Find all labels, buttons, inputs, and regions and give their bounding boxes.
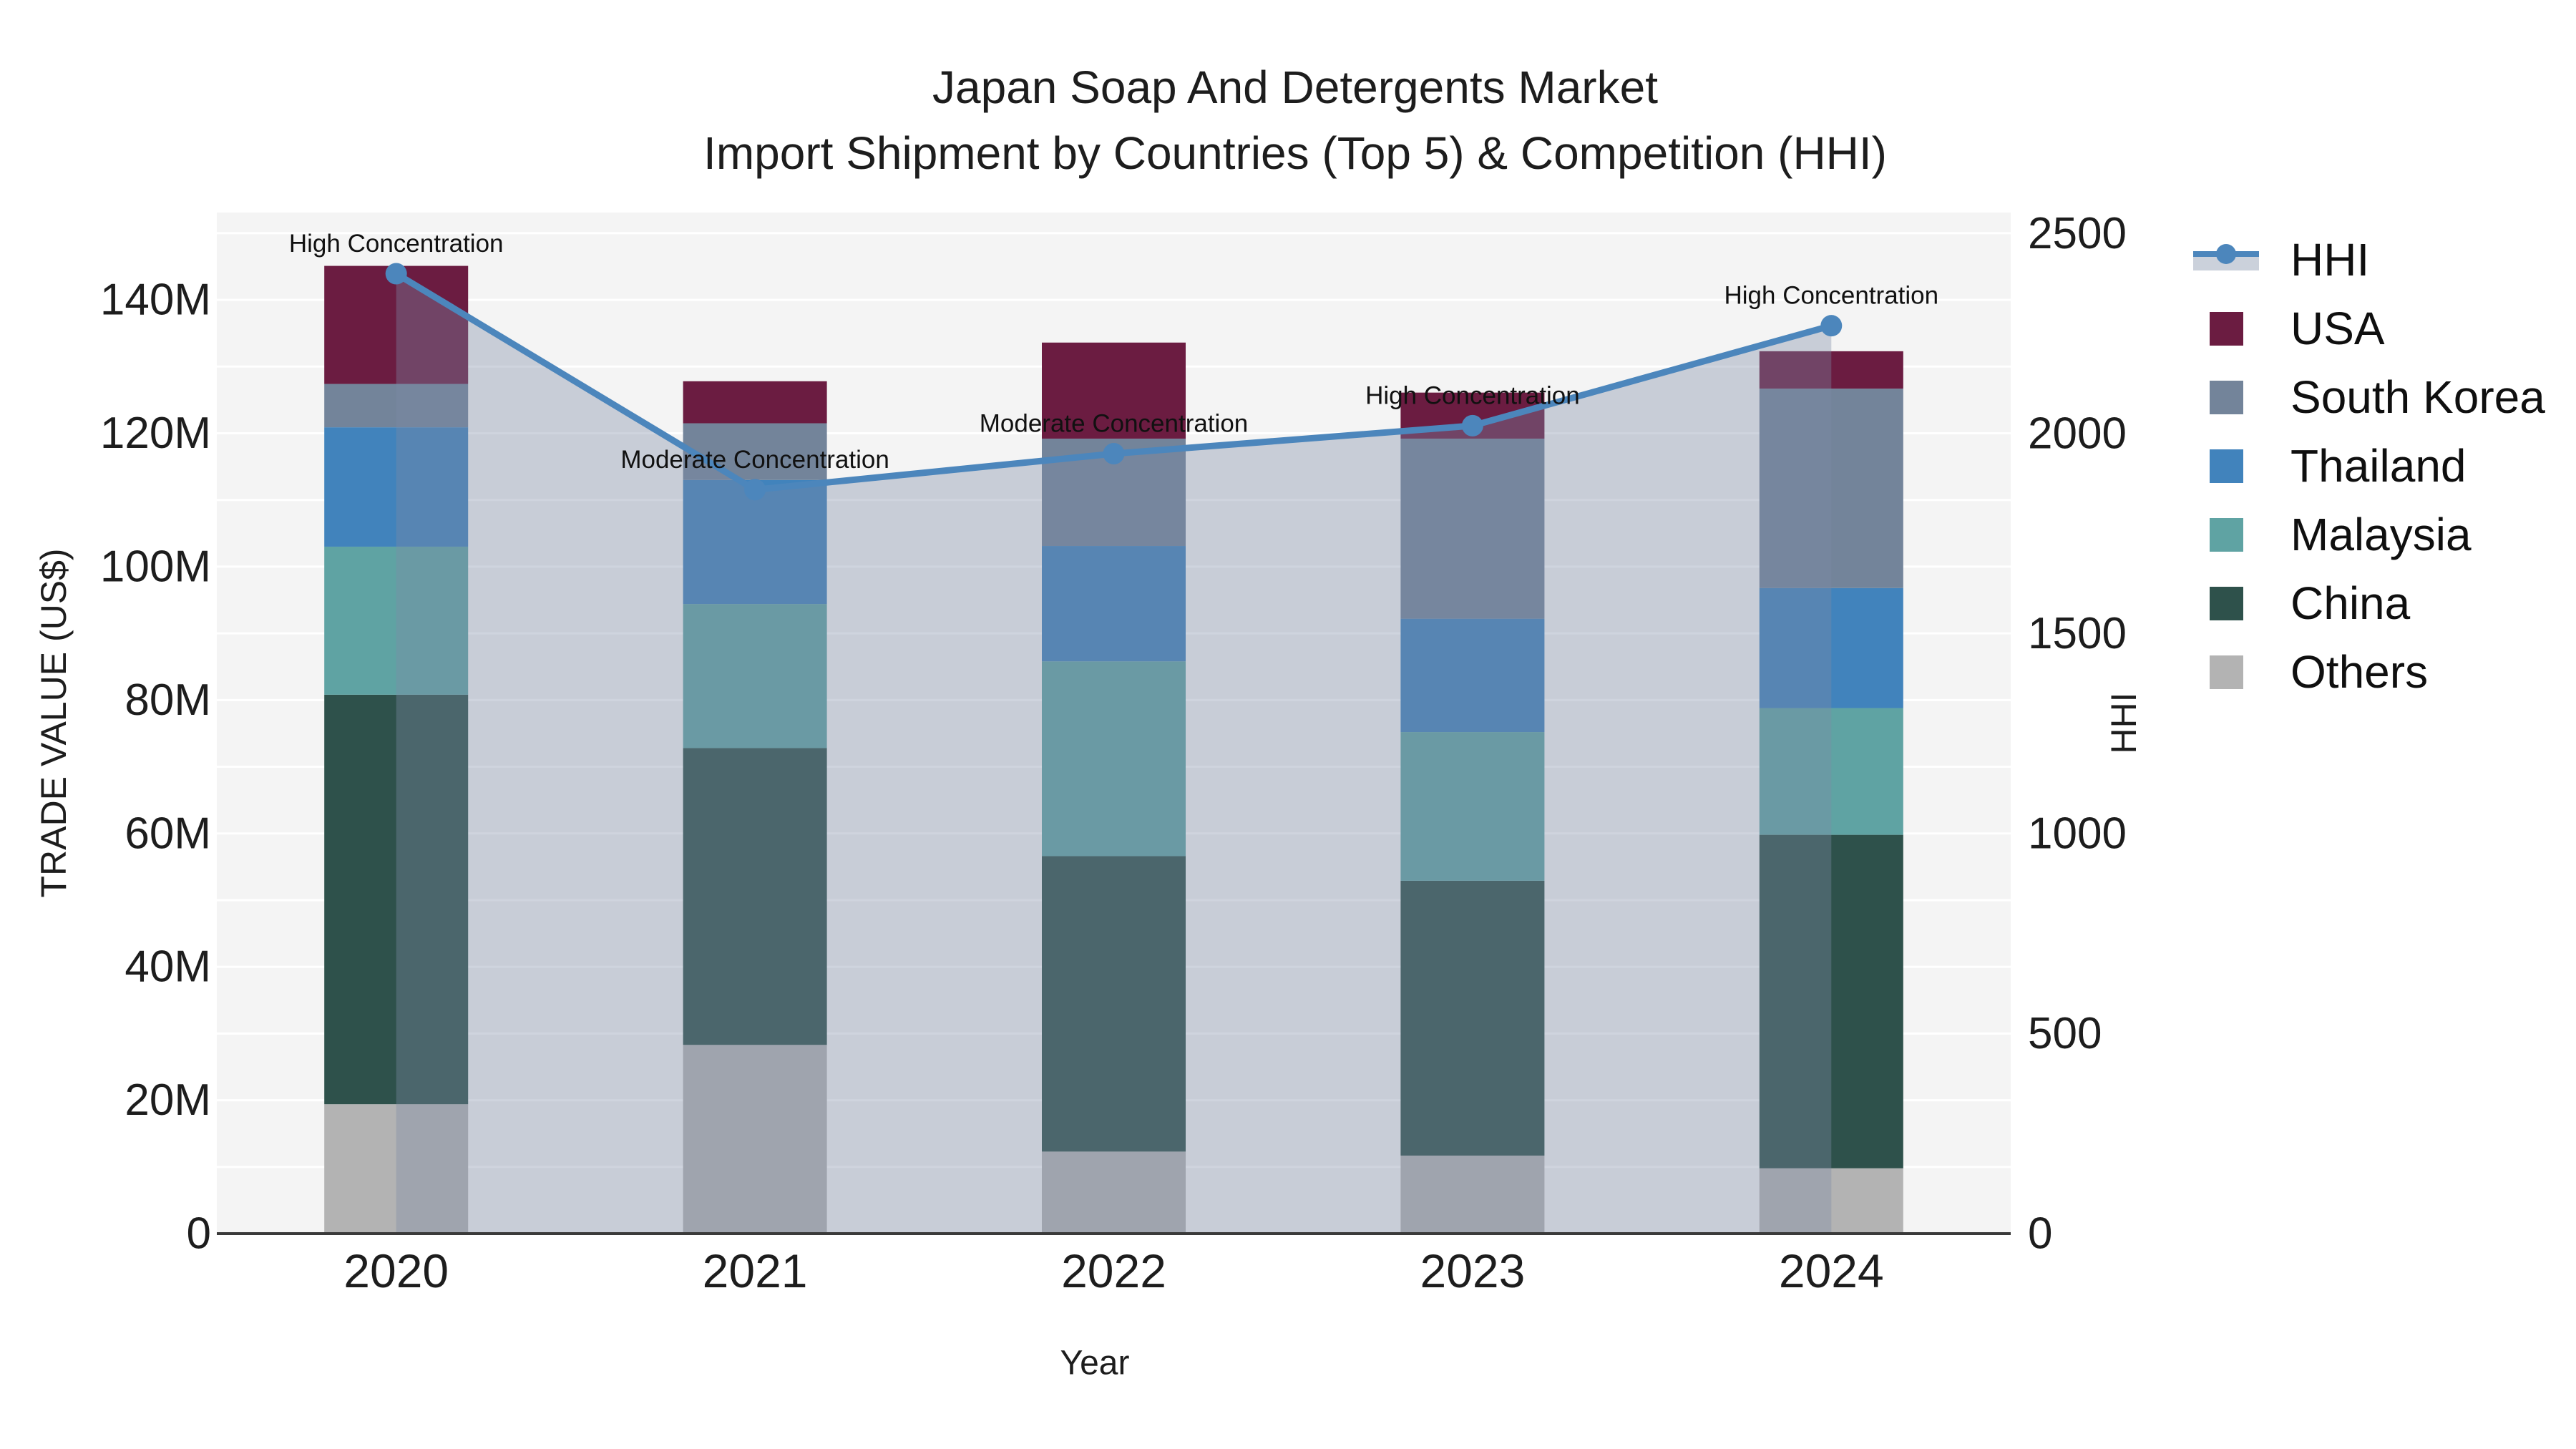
bar-segment-2021-others[interactable] xyxy=(683,1045,827,1234)
bar-segment-2022-others[interactable] xyxy=(1042,1151,1186,1234)
bar-segment-2022-thailand[interactable] xyxy=(1042,546,1186,662)
china-swatch-icon xyxy=(2209,586,2243,620)
chart-title-line2: Import Shipment by Countries (Top 5) & C… xyxy=(703,127,1887,179)
hhi-line-legend-symbol xyxy=(2193,243,2259,277)
bar-segment-2024-china[interactable] xyxy=(1759,834,1903,1169)
annotation-2024: High Concentration xyxy=(1724,282,1938,310)
legend-item-china[interactable]: China xyxy=(2193,569,2545,638)
y-right-tick-2500: 2500 xyxy=(2028,209,2127,258)
annotation-2020: High Concentration xyxy=(289,230,504,258)
legend-label-south-korea: South Korea xyxy=(2290,371,2545,423)
bar-segment-2020-china[interactable] xyxy=(324,694,469,1105)
legend-label-thailand: Thailand xyxy=(2290,440,2467,492)
others-swatch-icon xyxy=(2209,655,2243,689)
y-left-tick-100M: 100M xyxy=(100,542,211,591)
hhi-area-fill xyxy=(396,273,1832,1234)
bar-segment-2022-malaysia[interactable] xyxy=(1042,661,1186,857)
bar-segment-2023-china[interactable] xyxy=(1400,880,1545,1156)
x-tick-2021: 2021 xyxy=(703,1244,808,1297)
legend-label-china: China xyxy=(2290,577,2411,629)
thailand-swatch-icon xyxy=(2209,449,2243,483)
bar-segment-2020-malaysia[interactable] xyxy=(324,546,469,695)
y-right-tick-2000: 2000 xyxy=(2028,409,2127,459)
legend-item-thailand[interactable]: Thailand xyxy=(2193,431,2545,500)
y-left-tick-60M: 60M xyxy=(125,809,211,858)
bar-segment-2023-malaysia[interactable] xyxy=(1400,732,1545,881)
bar-segment-2020-usa[interactable] xyxy=(324,265,469,384)
legend-item-south-korea[interactable]: South Korea xyxy=(2193,363,2545,431)
legend-label-others: Others xyxy=(2290,646,2429,698)
legend-label-hhi: HHI xyxy=(2290,234,2370,286)
y-right-axis-title: HHI xyxy=(2104,692,2144,753)
hhi-point-2023[interactable] xyxy=(1461,414,1483,436)
y-left-axis-title: TRADE VALUE (US$) xyxy=(34,548,74,897)
legend-item-malaysia[interactable]: Malaysia xyxy=(2193,500,2545,569)
bar-segment-2021-thailand[interactable] xyxy=(683,479,827,605)
bar-segment-2022-china[interactable] xyxy=(1042,856,1186,1152)
bar-segment-2024-malaysia[interactable] xyxy=(1759,708,1903,835)
bar-segment-2024-south-korea[interactable] xyxy=(1759,389,1903,588)
x-axis-title: Year xyxy=(1060,1345,1130,1382)
legend-label-usa: USA xyxy=(2290,303,2385,354)
bar-segment-2020-others[interactable] xyxy=(324,1104,469,1234)
hhi-point-2024[interactable] xyxy=(1820,315,1843,337)
legend-item-hhi[interactable]: HHI xyxy=(2193,225,2545,294)
bar-segment-2023-thailand[interactable] xyxy=(1400,618,1545,733)
legend-label-malaysia: Malaysia xyxy=(2290,509,2472,560)
bar-segment-2021-usa[interactable] xyxy=(683,381,827,424)
bar-segment-2020-thailand[interactable] xyxy=(324,427,469,547)
x-tick-2023: 2023 xyxy=(1420,1244,1525,1297)
hhi-point-2022[interactable] xyxy=(1103,443,1125,465)
y-left-tick-80M: 80M xyxy=(125,675,211,725)
annotation-2023: High Concentration xyxy=(1365,381,1580,409)
annotation-2022: Moderate Concentration xyxy=(980,410,1249,438)
y-right-tick-500: 500 xyxy=(2028,1009,2102,1058)
bar-segment-2023-others[interactable] xyxy=(1400,1155,1545,1234)
x-tick-2024: 2024 xyxy=(1779,1244,1884,1297)
bar-segment-2021-south-korea[interactable] xyxy=(683,423,827,480)
y-right-tick-1500: 1500 xyxy=(2028,609,2127,658)
hhi-point-2021[interactable] xyxy=(744,479,766,501)
bar-segment-2021-china[interactable] xyxy=(683,748,827,1045)
y-left-tick-0: 0 xyxy=(187,1209,211,1259)
malaysia-swatch-icon xyxy=(2209,517,2243,552)
south-korea-swatch-icon xyxy=(2209,380,2243,414)
bar-segment-2024-usa[interactable] xyxy=(1759,351,1903,389)
y-left-tick-40M: 40M xyxy=(125,942,211,992)
bar-segment-2021-malaysia[interactable] xyxy=(683,604,827,748)
hhi-point-2020[interactable] xyxy=(385,263,407,285)
hhi-marker-swatch xyxy=(2216,244,2236,264)
legend: HHI USA South Korea Thailand Malaysia China Ot… xyxy=(2193,225,2545,706)
bar-segment-2024-thailand[interactable] xyxy=(1759,587,1903,708)
usa-swatch-icon xyxy=(2209,311,2243,346)
legend-item-usa[interactable]: USA xyxy=(2193,294,2545,363)
y-right-tick-1000: 1000 xyxy=(2028,809,2127,859)
y-left-tick-120M: 120M xyxy=(100,409,211,458)
chart-title: Japan Soap And Detergents Market Import … xyxy=(0,54,2576,186)
bar-segment-2020-south-korea[interactable] xyxy=(324,384,469,428)
annotation-2021: Moderate Concentration xyxy=(620,446,889,474)
y-left-tick-20M: 20M xyxy=(125,1075,211,1125)
x-tick-2022: 2022 xyxy=(1061,1244,1166,1297)
y-right-tick-0: 0 xyxy=(2028,1209,2052,1259)
chart-title-line1: Japan Soap And Detergents Market xyxy=(932,62,1658,113)
bar-segment-2022-usa[interactable] xyxy=(1042,342,1186,439)
legend-item-others[interactable]: Others xyxy=(2193,638,2545,706)
bar-segment-2024-others[interactable] xyxy=(1759,1168,1903,1234)
x-tick-2020: 2020 xyxy=(343,1244,449,1297)
y-left-tick-140M: 140M xyxy=(100,275,211,325)
bar-segment-2023-south-korea[interactable] xyxy=(1400,438,1545,619)
